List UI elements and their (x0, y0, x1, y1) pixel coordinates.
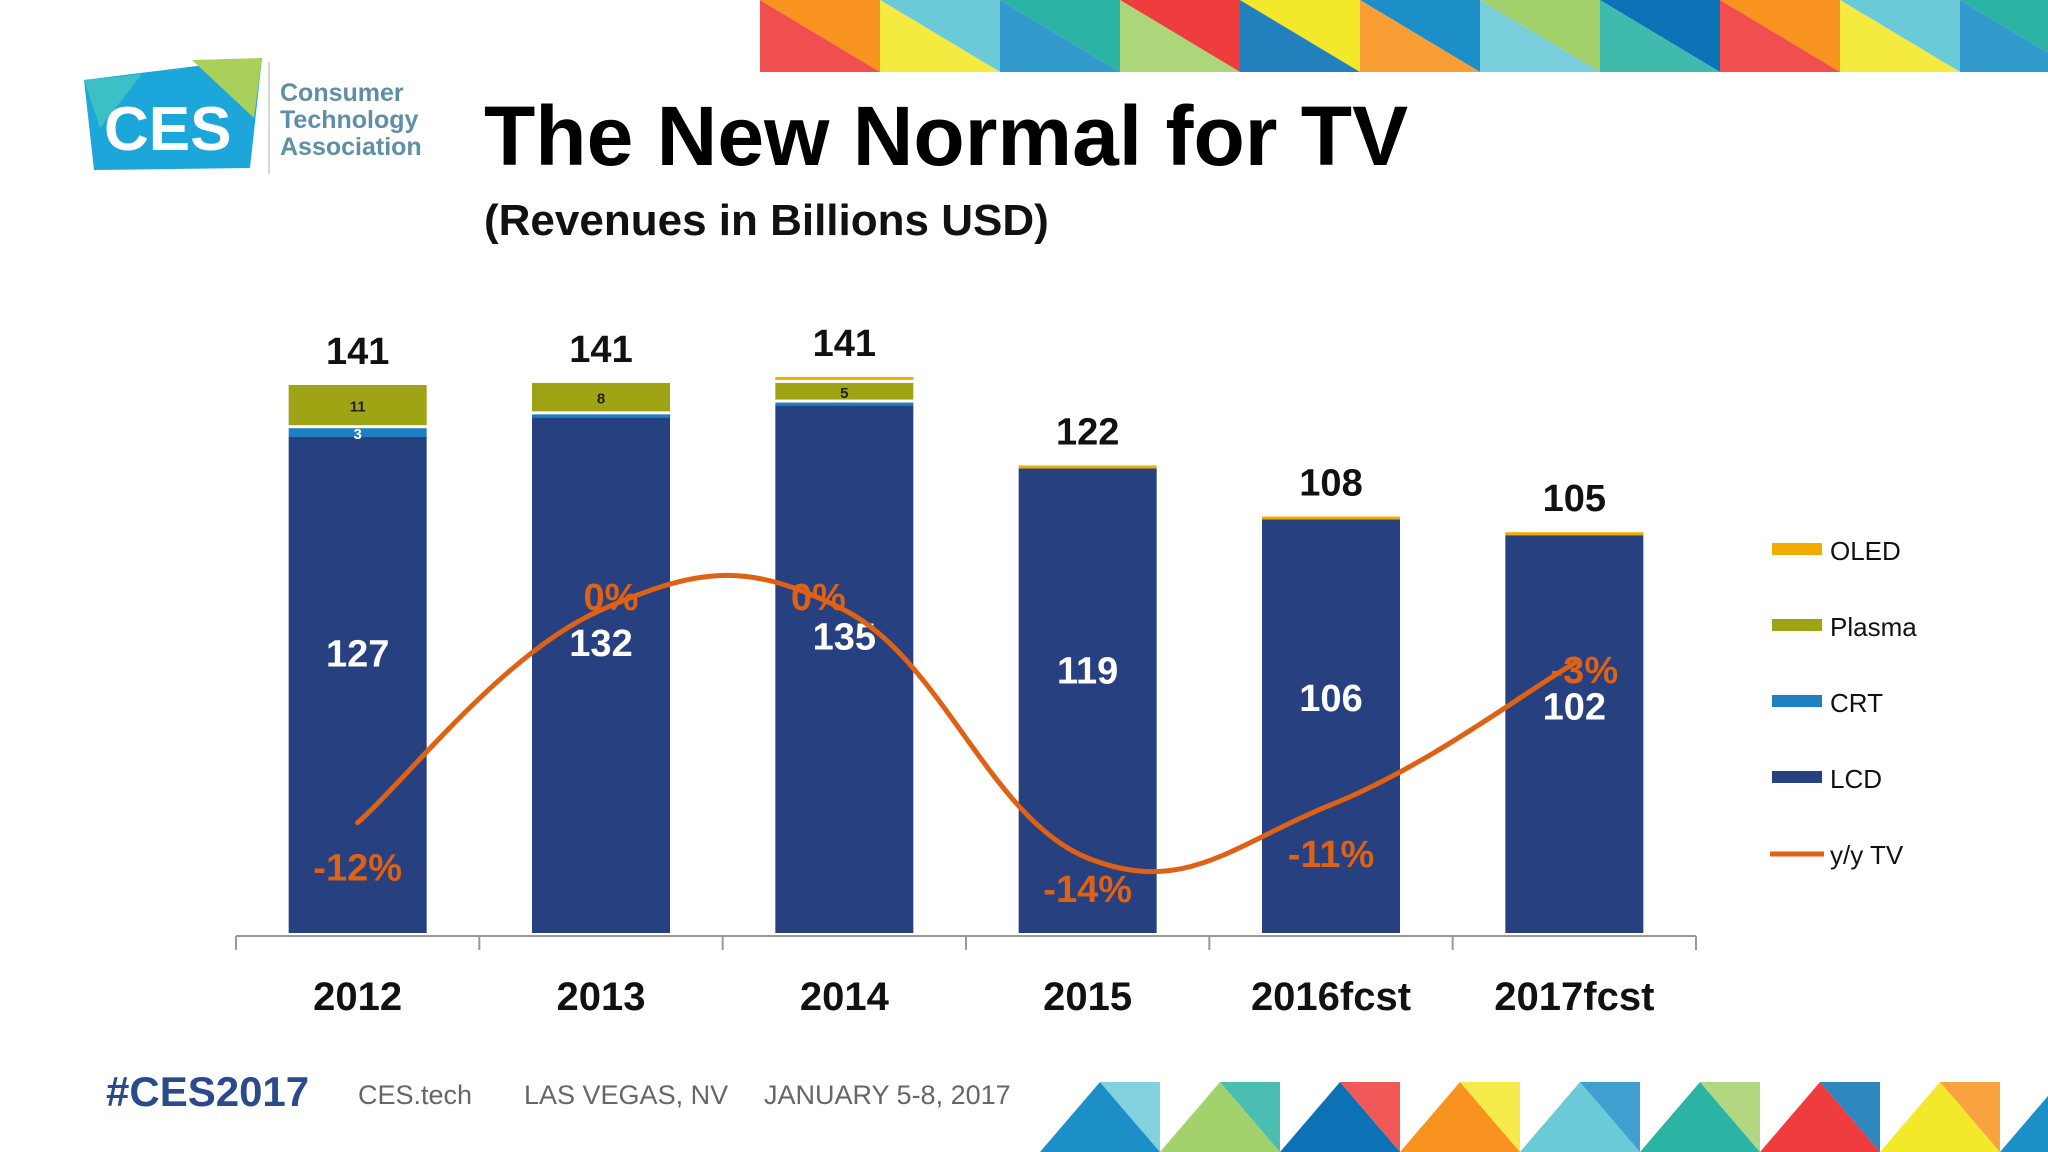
bar-plasma (288, 385, 427, 426)
bar-crt (532, 414, 670, 418)
banner-triangle (1460, 1082, 1520, 1152)
data-label: 102 (1543, 687, 1606, 729)
banner-triangle (1480, 0, 1600, 72)
x-tick-label: 2013 (557, 975, 646, 1019)
banner-triangle (1820, 1082, 1880, 1152)
bar-lcd (288, 437, 427, 933)
bar-crt (775, 402, 914, 406)
legend-swatch-oled (1772, 543, 1822, 555)
total-label: 105 (1543, 478, 1606, 520)
data-label: 11 (350, 399, 366, 416)
total-label: 141 (813, 323, 876, 365)
data-label: 3 (353, 426, 361, 443)
data-label: 106 (1299, 678, 1362, 720)
banner-triangle (1760, 1082, 1880, 1152)
bar-oled (1018, 465, 1157, 469)
bar-plasma (532, 382, 670, 412)
yy-data-label: 0% (584, 577, 639, 619)
bar-lcd (775, 405, 914, 933)
bar-oled (1505, 532, 1644, 536)
total-label: 122 (1056, 411, 1119, 453)
yy-data-label: 0% (791, 577, 846, 619)
banner-triangle (1000, 0, 1120, 72)
bar-lcd (532, 417, 670, 933)
footer-hashtag: #CES2017 (106, 1068, 310, 1115)
legend-label: OLED (1830, 536, 1901, 566)
logo-line: Consumer (280, 79, 404, 107)
total-label: 141 (569, 329, 632, 371)
banner-triangle (880, 0, 1000, 72)
logo-divider (268, 62, 270, 174)
bar-oled (775, 376, 914, 380)
banner-triangle (1040, 1082, 1160, 1152)
banner-triangle (1100, 1082, 1160, 1152)
bar-lcd (1018, 468, 1157, 933)
x-tick-label: 2017fcst (1494, 975, 1654, 1019)
x-tick-label: 2014 (800, 975, 890, 1019)
banner-triangle (1940, 1082, 2000, 1152)
banner-triangle (1600, 0, 1720, 72)
logo-line: Technology (280, 106, 419, 134)
banner-triangle (1520, 1082, 1640, 1152)
bar-crt (288, 428, 427, 438)
banner-triangle (1220, 1082, 1280, 1152)
banner-triangle (1360, 0, 1480, 72)
legend-swatch-plasma (1772, 619, 1822, 631)
bar-plasma (775, 382, 914, 400)
banner-triangle (1340, 1082, 1400, 1152)
bar-lcd (1505, 535, 1644, 933)
yy-data-label: -3% (1551, 650, 1619, 692)
page-subtitle: (Revenues in Billions USD) (484, 196, 1049, 245)
banner-triangle (1640, 1082, 1760, 1152)
banner-triangle (1840, 0, 1960, 72)
banner-triangle (1580, 1082, 1640, 1152)
data-label: 132 (569, 623, 632, 665)
banner-triangle (1400, 1082, 1520, 1152)
page-title: The New Normal for TV (484, 89, 1409, 183)
x-tick-label: 2015 (1043, 975, 1132, 1019)
logo-wordmark: Consumer Technology Association (280, 80, 422, 161)
logo-line: Association (280, 133, 422, 161)
yy-data-label: -12% (313, 848, 402, 890)
total-label: 108 (1299, 463, 1362, 505)
bar-oled (1262, 516, 1400, 520)
banner-triangle (1880, 1082, 2000, 1152)
banner-triangle (1720, 0, 1840, 72)
total-label: 141 (326, 331, 389, 373)
ces-logo: CES (84, 58, 262, 170)
banner-triangle (2000, 1096, 2048, 1152)
banner-triangle (1960, 0, 2048, 72)
data-label: 127 (326, 634, 389, 676)
legend-swatch-crt (1772, 695, 1822, 707)
legend-label: Plasma (1830, 612, 1917, 642)
data-label: 5 (840, 385, 848, 402)
data-label: 8 (597, 391, 605, 408)
banner-triangle (760, 0, 880, 72)
x-tick-label: 2016fcst (1251, 975, 1411, 1019)
legend-label: LCD (1830, 764, 1882, 794)
yy-data-label: -11% (1288, 834, 1375, 876)
bar-lcd (1262, 519, 1400, 933)
legend-label: CRT (1830, 688, 1883, 718)
yy-data-label: -14% (1043, 869, 1132, 911)
footer-location: LAS VEGAS, NV (524, 1080, 729, 1110)
yy-line (355, 572, 1577, 875)
data-label: 119 (1057, 651, 1118, 693)
legend-label: y/y TV (1830, 840, 1904, 870)
banner-triangle (1280, 1082, 1400, 1152)
banner-triangle (1120, 0, 1240, 72)
footer-dates: JANUARY 5-8, 2017 (764, 1080, 1011, 1110)
banner-triangle (1700, 1082, 1760, 1152)
banner-triangle (1240, 0, 1360, 72)
x-tick-label: 2012 (313, 975, 402, 1019)
banner-triangle (1160, 1082, 1280, 1152)
footer-site: CES.tech (358, 1080, 473, 1110)
legend-swatch-lcd (1772, 771, 1822, 783)
svg-text:CES: CES (104, 95, 231, 164)
